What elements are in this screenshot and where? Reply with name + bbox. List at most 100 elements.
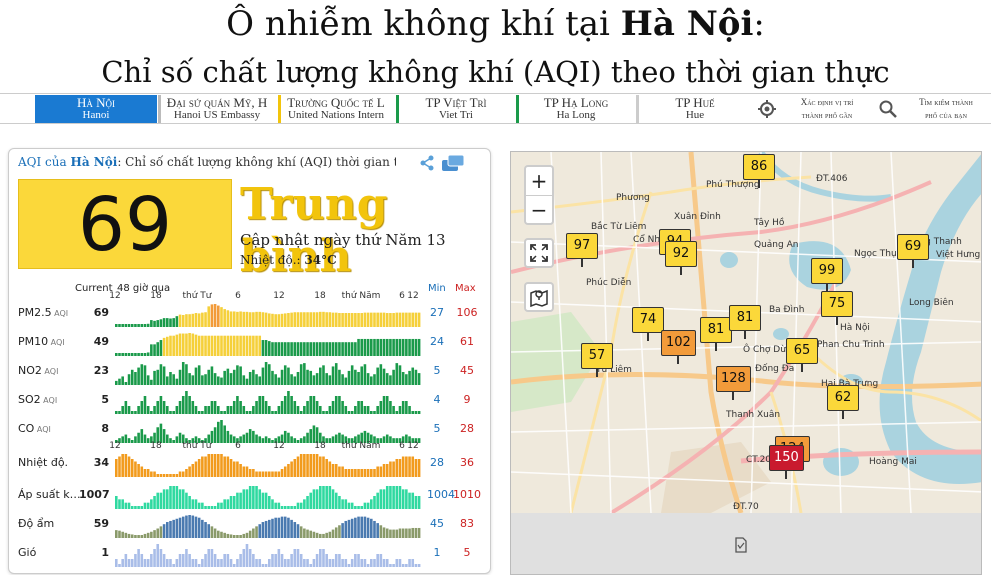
map-station-marker[interactable]: 128 [716, 366, 751, 400]
map-station-marker[interactable]: 69 [897, 234, 929, 268]
nav-tab-hanoi[interactable]: Hà Nội Hanoi [35, 95, 157, 123]
sparkline-bar [242, 466, 246, 477]
nav-tab-ha-long[interactable]: TP Hạ Long Ha Long [516, 95, 636, 123]
sparkline-bar [392, 564, 395, 567]
map-station-marker[interactable]: 62 [827, 385, 859, 419]
sparkline-bar [379, 489, 383, 509]
metric-sparkline[interactable] [115, 359, 421, 385]
map-station-marker[interactable]: 86 [743, 154, 775, 188]
map-station-marker[interactable]: 81 [729, 305, 761, 339]
map-station-marker[interactable]: 65 [786, 338, 818, 372]
metric-sparkline[interactable] [115, 483, 421, 509]
sparkline-bar [162, 429, 166, 443]
nav-tab-viet-tri[interactable]: TP Việt Trì Viet Tri [396, 95, 516, 123]
sparkline-bar [261, 396, 265, 414]
sparkline-bar [194, 436, 198, 443]
sparkline-bar [143, 533, 147, 538]
sparkline-bar [322, 411, 325, 414]
sparkline-bar [414, 459, 418, 477]
sparkline-bar [290, 506, 293, 509]
sparkline-bar [115, 411, 118, 414]
metric-sparkline[interactable] [115, 330, 421, 356]
sparkline-bar [315, 454, 319, 477]
sparkline-bar [277, 436, 281, 443]
sparkline-bar [293, 401, 297, 414]
metric-label: CO AQI [18, 422, 51, 435]
sparkline-bar [370, 518, 373, 538]
metric-unit: AQI [40, 396, 58, 405]
time-axis-label: thứ Tư [182, 291, 212, 301]
sparkline-bar [245, 432, 249, 443]
map-station-marker[interactable]: 97 [566, 233, 598, 267]
map-station-marker[interactable]: 57 [581, 343, 613, 377]
sparkline-bar [264, 492, 268, 509]
map-station-marker[interactable]: 81 [700, 317, 732, 351]
sparkline-bar [405, 434, 408, 443]
sparkline-bar [130, 459, 134, 477]
map-station-marker[interactable]: 102 [661, 330, 696, 364]
sparkline-bar [414, 369, 418, 385]
map-place-label: Việt Hưng [936, 250, 981, 260]
zoom-in-button[interactable]: + [530, 169, 548, 193]
aqi-map[interactable]: Phú Thượng Bắc Từ Liêm Cổ Nhuế Xuân Đỉnh Tây… [510, 151, 982, 575]
sparkline-bar [315, 401, 319, 414]
sparkline-bar [150, 499, 153, 509]
document-icon[interactable] [734, 537, 748, 553]
map-station-marker[interactable]: 75 [821, 291, 853, 325]
header-current: Current [75, 283, 113, 294]
map-place-label: Ô Chợ Dừa [743, 345, 792, 355]
locate-nearest-city-button[interactable]: Xác định vị trí thành phố gần [800, 97, 854, 120]
sparkline-bar [134, 436, 137, 443]
map-station-marker[interactable]: 92 [665, 241, 697, 275]
share-icon[interactable] [419, 155, 435, 171]
sparkline-bar [366, 502, 370, 509]
metric-max: 83 [460, 517, 474, 530]
zoom-out-button[interactable]: − [526, 195, 552, 223]
metric-sparkline[interactable] [115, 301, 421, 327]
sparkline-bar [389, 436, 392, 443]
search-icon[interactable] [878, 99, 898, 119]
sparkline-bar [210, 366, 214, 385]
nav-tab-un-school[interactable]: Trường Quốc tế L United Nations Intern [278, 95, 394, 123]
metric-sparkline[interactable] [115, 417, 421, 443]
nav-tab-hue[interactable]: TP Huế Hue [636, 95, 754, 123]
metric-sparkline[interactable] [115, 541, 421, 567]
sparkline-bar [354, 506, 357, 509]
sparkline-bar [414, 338, 418, 356]
sparkline-bar [417, 564, 421, 567]
map-place-label: Long Biên [909, 298, 954, 308]
time-axis-label: 12 [407, 291, 419, 301]
map-layers-button[interactable] [524, 282, 554, 312]
metric-name: PM2.5 [18, 306, 52, 319]
metric-sparkline[interactable] [115, 451, 421, 477]
map-station-marker[interactable]: 99 [811, 258, 843, 292]
map-station-marker[interactable]: 150 [769, 445, 804, 479]
sparkline-bar [166, 406, 169, 414]
sparkline-bar [143, 396, 147, 414]
search-city-button[interactable]: Tìm kiếm thành phố của bạn [919, 97, 973, 120]
metric-sparkline[interactable] [115, 388, 421, 414]
sparkline-bar [245, 489, 249, 509]
map-station-marker[interactable]: 74 [632, 307, 664, 341]
sparkline-bar [121, 436, 124, 443]
sparkline-bar [204, 406, 207, 414]
map-place-label: CT.20 [746, 455, 772, 465]
map-place-label: Xuân Đỉnh [674, 212, 721, 222]
fullscreen-button[interactable] [524, 238, 554, 268]
sparkline-bar [328, 438, 332, 443]
nav-tab-us-embassy[interactable]: Đại sứ quán Mỹ, H Hanoi US Embassy [158, 95, 276, 123]
sparkline-bar [379, 312, 383, 327]
sparkline-bar [264, 520, 268, 538]
time-axis-label: 12 [109, 291, 121, 301]
sparkline-bar [124, 502, 128, 509]
compare-cities-icon[interactable] [441, 153, 465, 173]
sparkline-bar [319, 342, 322, 356]
locate-icon[interactable] [757, 99, 777, 119]
sparkline-bar [395, 338, 399, 356]
sparkline-bar [303, 363, 306, 385]
sparkline-bar [134, 535, 137, 538]
sparkline-bar [363, 502, 367, 509]
sparkline-bar [290, 396, 293, 414]
metric-sparkline[interactable] [115, 512, 421, 538]
sparkline-bar [271, 342, 274, 356]
